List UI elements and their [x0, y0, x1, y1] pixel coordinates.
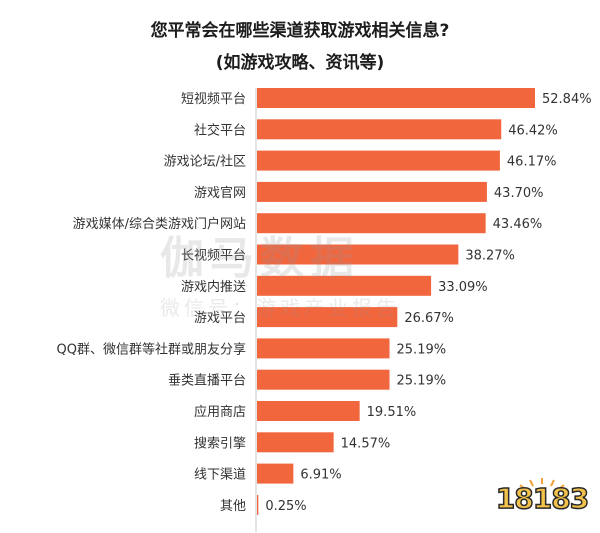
bar: [257, 88, 535, 108]
category-label: 游戏官网: [194, 185, 246, 201]
category-label: 搜索引擎: [194, 436, 246, 451]
chart-subtitle: (如游戏攻略、资讯等): [215, 53, 385, 73]
value-label: 38.27%: [465, 249, 515, 264]
value-label: 43.70%: [494, 186, 544, 201]
category-label: 游戏媒体/综合类游戏门户网站: [73, 216, 246, 232]
bar: [257, 150, 500, 171]
bar: [257, 338, 390, 359]
category-label: 应用商店: [194, 404, 246, 420]
category-label: 社交平台: [194, 122, 246, 138]
bar: [257, 432, 334, 453]
category-label: 其他: [220, 499, 246, 514]
value-label: 19.51%: [367, 405, 417, 420]
value-label: 25.19%: [397, 342, 447, 357]
category-label: 垂类直播平台: [168, 374, 246, 389]
value-label: 26.67%: [404, 311, 454, 326]
bar: [257, 307, 398, 328]
value-label: 6.91%: [300, 468, 341, 483]
watermark-main: 伽马数据: [160, 233, 360, 284]
value-label: 46.17%: [507, 155, 557, 170]
category-label: 游戏论坛/社区: [164, 154, 246, 170]
category-label: 游戏内推送: [181, 279, 246, 295]
value-label: 43.46%: [493, 217, 543, 232]
category-label: 游戏平台: [194, 311, 246, 326]
category-label: 短视频平台: [181, 92, 246, 107]
site-logo: 18183: [492, 476, 592, 522]
value-label: 52.84%: [542, 92, 592, 107]
value-label: 14.57%: [341, 436, 391, 451]
logo-text: 18183: [495, 481, 590, 516]
bar: [257, 275, 432, 296]
category-label: 长视频平台: [181, 249, 246, 264]
bar: [257, 119, 502, 140]
value-label: 0.25%: [265, 499, 306, 514]
value-label: 25.19%: [397, 374, 447, 389]
category-label: QQ群、微信群等社群或朋友分享: [57, 341, 246, 357]
bar: [257, 463, 294, 484]
chart-title: 您平常会在哪些渠道获取游戏相关信息?: [150, 21, 450, 41]
category-label: 线下渠道: [194, 468, 246, 483]
bar: [257, 401, 360, 421]
watermark-sub: 微信号：游戏产业报告: [160, 296, 400, 320]
value-label: 33.09%: [438, 280, 488, 295]
bar: [257, 213, 486, 234]
bar: [257, 244, 459, 265]
bar: [257, 494, 259, 515]
logo-burst-icon: [519, 478, 565, 490]
value-label: 46.42%: [508, 123, 558, 138]
bar: [257, 369, 390, 390]
bar: [257, 181, 487, 202]
